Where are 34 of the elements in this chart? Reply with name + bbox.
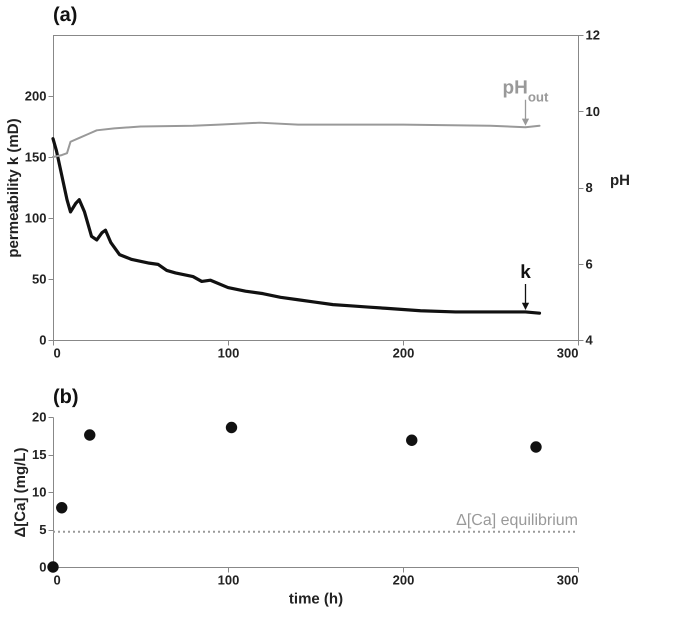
chart-title: (b) <box>53 386 79 408</box>
chart-title: (a) <box>53 4 78 26</box>
x-axis-title: time (h) <box>288 590 344 608</box>
line-series <box>52 122 540 158</box>
y-tick-label: 50 <box>32 272 46 286</box>
y2-axis-title: pH <box>610 172 630 189</box>
y-tick-label: 0 <box>39 560 46 574</box>
y2-tick-label: 10 <box>586 104 600 119</box>
x-tick-label: 100 <box>218 346 240 360</box>
x-tick-label: 0 <box>54 346 61 360</box>
y-tick-label: 200 <box>24 88 46 104</box>
x-tick-label: 0 <box>54 572 61 588</box>
y2-tick-label: 4 <box>586 332 594 348</box>
y-axis-title: Δ[Ca] (mg/L) <box>12 448 30 538</box>
y2-tick-label: 6 <box>586 256 593 272</box>
x-tick-label: 300 <box>556 346 578 360</box>
y-axis-title: permeability k (mD) <box>4 118 22 258</box>
y-tick-label: 20 <box>32 410 46 424</box>
x-tick-label: 200 <box>392 346 414 360</box>
x-tick-label: 200 <box>392 572 414 588</box>
y-tick-label: 150 <box>24 150 46 164</box>
y2-tick-label: 8 <box>586 180 593 195</box>
y-tick-label: 100 <box>24 210 46 226</box>
x-tick-label: 100 <box>218 572 240 588</box>
y-tick-label: 5 <box>39 522 46 537</box>
x-tick-label: 300 <box>556 572 578 588</box>
y-tick-label: 15 <box>32 447 46 462</box>
line-series <box>51 137 542 315</box>
y-tick-label: 0 <box>39 332 46 348</box>
y-tick-label: 10 <box>32 484 46 500</box>
y2-tick-label: 12 <box>586 28 600 42</box>
annotation: pH$_{out}$ <box>502 78 550 104</box>
annotation: k <box>520 262 532 283</box>
ref-line-label: Δ[Ca] equilibrium <box>456 512 578 529</box>
